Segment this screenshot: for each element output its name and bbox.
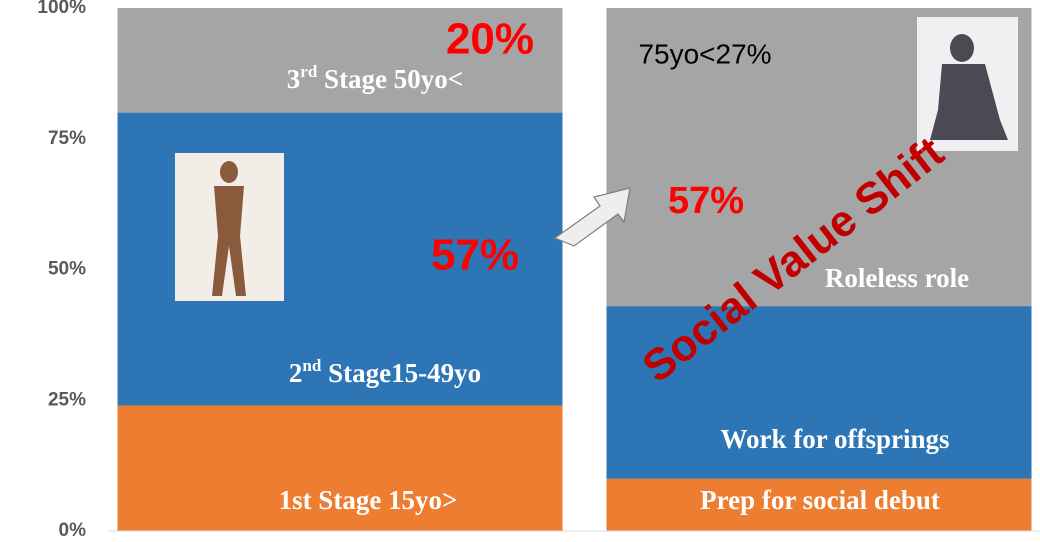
segment-label-part: nd <box>302 356 321 375</box>
annotation: 75yo<27% <box>638 38 771 69</box>
bar-segment <box>606 478 1032 531</box>
shift-arrow <box>553 187 631 247</box>
annotation: 20% <box>446 15 534 64</box>
segment-label-part: 3 <box>287 64 301 94</box>
statue-photo <box>917 17 1018 151</box>
y-tick-label: 75% <box>48 128 86 149</box>
segment-label-part: Work for offsprings <box>720 424 949 454</box>
segment-label: Roleless role <box>825 263 969 293</box>
y-tick-label: 100% <box>37 0 86 18</box>
annotation: 57% <box>431 231 519 280</box>
segment-label-part: Stage15-49yo <box>321 358 481 388</box>
segment-label: Work for offsprings <box>720 424 949 454</box>
segment-label: 3rd Stage 50yo< <box>287 62 463 94</box>
segment-label-part: 2 <box>289 358 303 388</box>
segment-label-part: rd <box>300 62 318 81</box>
segment-label: 1st Stage 15yo> <box>279 485 458 515</box>
segment-label-part: 1st Stage 15yo> <box>279 485 458 515</box>
statue-photo <box>175 153 284 301</box>
segment-label: 2nd Stage15-49yo <box>289 356 481 388</box>
bar-segment <box>117 8 563 113</box>
segment-label-part: Roleless role <box>825 263 969 293</box>
bar-segment <box>117 405 563 531</box>
segment-label-part: Prep for social debut <box>700 485 940 515</box>
y-tick-label: 50% <box>48 259 86 280</box>
segment-label: Prep for social debut <box>700 485 940 515</box>
segment-label-part: Stage 50yo< <box>317 64 463 94</box>
y-tick-label: 25% <box>48 389 86 410</box>
y-tick-label: 0% <box>59 520 87 541</box>
bar-segment <box>606 306 1032 479</box>
annotation: 57% <box>668 180 744 222</box>
